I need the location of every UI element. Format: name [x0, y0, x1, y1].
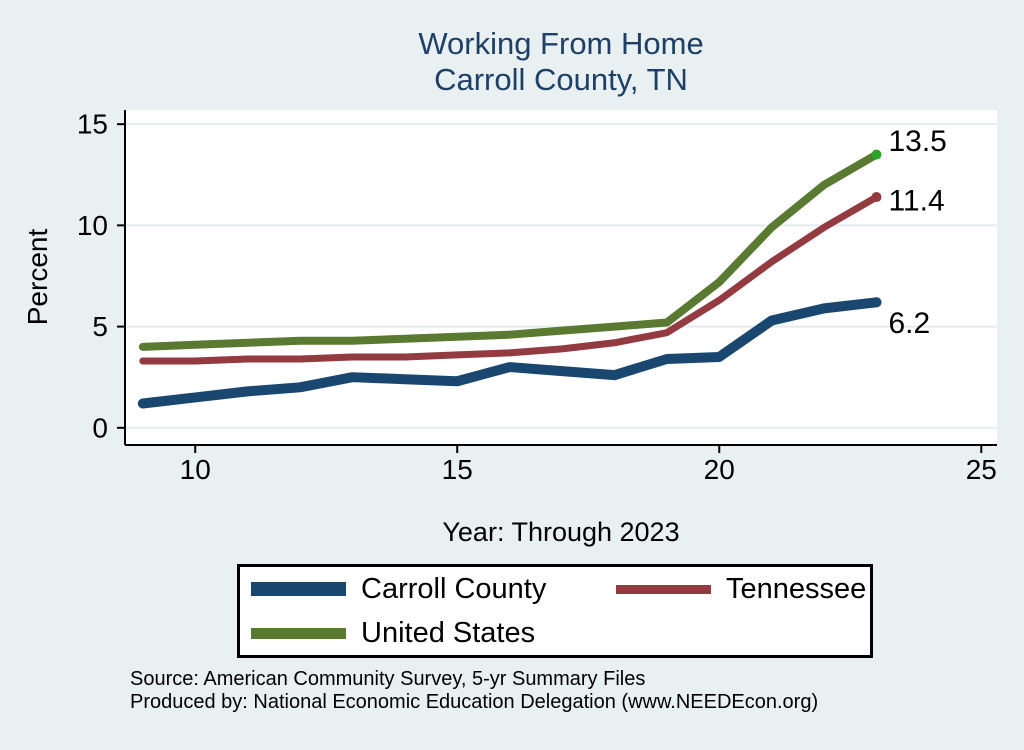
legend-label-tennessee: Tennessee [726, 572, 867, 605]
legend-label-carroll-county: Carroll County [361, 572, 547, 605]
series-line-united-states [138, 150, 881, 351]
series-line-tennessee [139, 193, 880, 365]
y-tick-label-0: 0 [92, 412, 108, 443]
chart-title-line2: Carroll County, TN [434, 62, 688, 97]
footer-produced-by-line: Produced by: National Economic Education… [130, 691, 819, 713]
legend-entry-tennessee: Tennessee [605, 573, 870, 606]
legend: Carroll County Tennessee United States [237, 564, 873, 658]
chart-title-line1: Working From Home [418, 26, 704, 61]
legend-entry-united-states: United States [240, 617, 605, 650]
series-end-dot-united-states [871, 149, 882, 160]
y-tick-label-5: 5 [92, 311, 108, 342]
legend-swatch-tennessee [616, 584, 711, 594]
footer-source-line: Source: American Community Survey, 5-yr … [130, 668, 646, 690]
legend-swatch-carroll-county [251, 582, 346, 596]
x-tick-label-25: 25 [966, 454, 997, 485]
chart-title: Working From Home Carroll County, TN [125, 26, 997, 98]
x-tick-label-10: 10 [180, 454, 211, 485]
series-end-label-tennessee: 11.4 [888, 185, 944, 218]
series-end-label-carroll-county: 6.2 [888, 307, 930, 340]
y-tick-label-15: 15 [77, 109, 108, 140]
legend-swatch-united-states [251, 627, 346, 639]
series-end-dot-carroll-county [871, 297, 882, 308]
x-axis-label: Year: Through 2023 [442, 517, 680, 547]
y-tick-label-10: 10 [77, 210, 108, 241]
series-end-dot-tennessee [871, 192, 882, 203]
footer: Source: American Community Survey, 5-yr … [130, 668, 818, 714]
legend-entry-carroll-county: Carroll County [240, 573, 605, 606]
series-line-carroll-county [137, 297, 882, 409]
x-tick-label-20: 20 [704, 454, 735, 485]
y-axis-label: Percent [22, 228, 53, 326]
x-tick-label-15: 15 [442, 454, 473, 485]
series-end-label-united-states: 13.5 [888, 125, 946, 158]
legend-label-united-states: United States [361, 616, 536, 649]
